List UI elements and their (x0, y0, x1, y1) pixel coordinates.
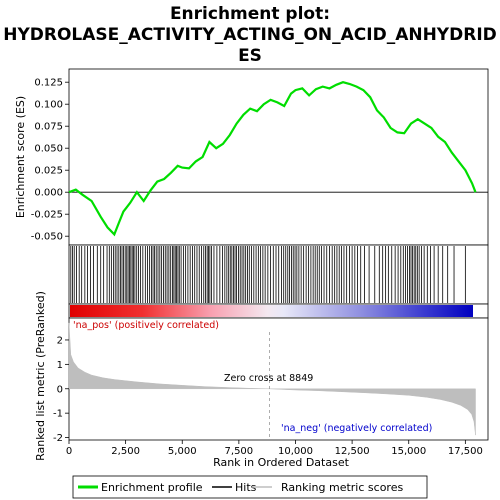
chart-title-line-2: HYDROLASE_ACTIVITY_ACTING_ON_ACID_ANHYDR… (3, 25, 497, 45)
es-axis-label: Enrichment score (ES) (14, 96, 27, 218)
es-tick-label: -0.050 (31, 232, 63, 243)
metric-tick-label: -1 (53, 409, 63, 420)
metric-tick-label: 0 (57, 384, 63, 395)
legend-enrichment-label: Enrichment profile (101, 481, 203, 494)
legend-box (72, 475, 428, 499)
metric-panel-frame (68, 317, 489, 441)
es-tick-label: 0.000 (34, 188, 63, 199)
es-tick-label: 0.025 (34, 166, 63, 177)
chart-title-line-3: ES (238, 46, 262, 66)
x-tick-label: 7,500 (225, 446, 254, 457)
hits-marks (70, 246, 466, 303)
x-tick-label: 0 (66, 446, 72, 457)
legend-hits-label: Hits (235, 481, 257, 494)
x-tick-label: 15,000 (391, 446, 426, 457)
es-tick-label: 0.075 (34, 122, 63, 133)
x-axis: 0 2,500 5,000 7,500 10,000 12,500 15,000 17,500 (66, 440, 483, 457)
x-tick-label: 5,000 (168, 446, 197, 457)
metric-tick-label: 2 (57, 335, 63, 346)
x-tick-label: 17,500 (448, 446, 483, 457)
es-tick-label: -0.025 (31, 210, 63, 221)
metric-axis: -2 -1 0 1 2 (53, 335, 69, 444)
chart-title-line-1: Enrichment plot: (170, 4, 330, 24)
x-tick-label: 10,000 (278, 446, 313, 457)
ranking-heatmap (70, 305, 473, 317)
metric-axis-label: Ranked list metric (PreRanked) (34, 291, 47, 461)
es-tick-label: 0.050 (34, 144, 63, 155)
ranking-metric-area (68, 322, 476, 436)
es-axis: -0.050 -0.025 0.000 0.025 0.050 0.075 0.100 0.1… (31, 78, 69, 243)
metric-tick-label: -2 (53, 433, 63, 444)
neg-correlated-label: 'na_neg' (negatively correlated) (281, 423, 432, 434)
legend-metric-label: Ranking metric scores (281, 481, 403, 494)
zero-cross-label: Zero cross at 8849 (224, 373, 313, 384)
es-panel-frame (68, 68, 489, 246)
enrichment-profile-line (68, 81, 477, 237)
x-tick-label: 2,500 (111, 446, 140, 457)
es-tick-label: 0.125 (34, 78, 63, 89)
es-tick-label: 0.100 (34, 100, 63, 111)
x-axis-label: Rank in Ordered Dataset (213, 456, 350, 469)
pos-correlated-label: 'na_pos' (positively correlated) (73, 320, 219, 331)
metric-tick-label: 1 (57, 360, 63, 371)
x-tick-label: 12,500 (335, 446, 370, 457)
